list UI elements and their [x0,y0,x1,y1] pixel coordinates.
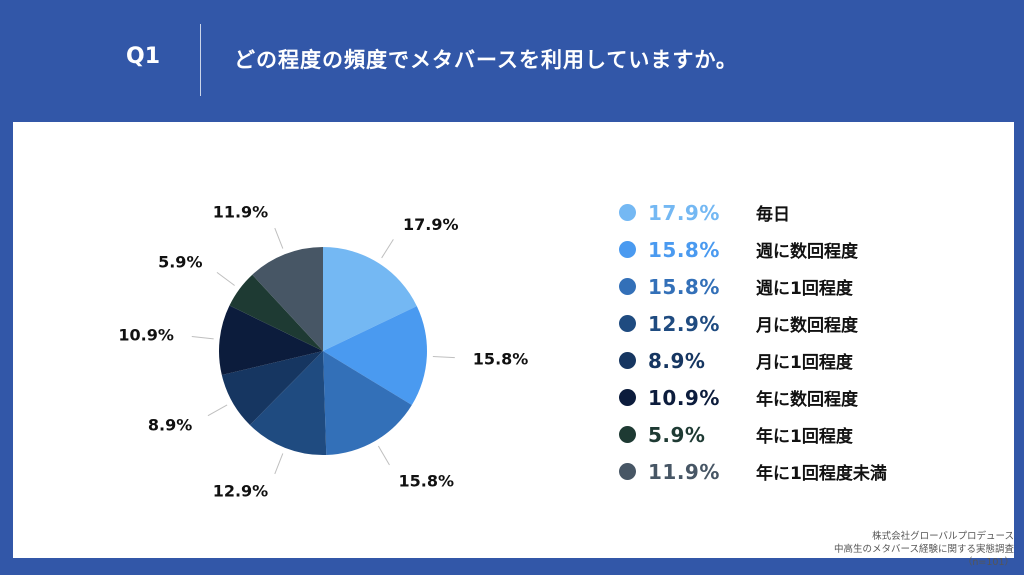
legend-swatch [619,352,636,369]
legend-label: 毎日 [756,205,790,225]
legend-label: 週に数回程度 [756,242,858,262]
legend-label: 年に数回程度 [756,390,858,410]
legend-swatch [619,426,636,443]
leader-line [377,445,390,466]
legend-percentage: 15.8% [648,237,720,262]
legend-item: 15.8% 週に数回程度 [619,231,979,268]
data-label: 5.9% [158,253,202,272]
data-label: 15.8% [399,472,455,491]
pie-chart: 17.9% 15.8% 15.8% 12.9% 8.9% 10.9% 5.9% 11.9% [118,202,529,501]
question-header: Q1 どの程度の頻度でメタバースを利用していますか。 [0,0,1024,122]
legend-label: 週に1回程度 [756,279,853,299]
chart-legend: 17.9% 毎日 15.8% 週に数回程度 15.8% 週に1回程度 12.9% 月に数回程度… [619,194,979,490]
pie-slice [249,351,327,456]
data-label: 15.8% [473,350,529,369]
legend-label: 月に1回程度 [756,353,853,373]
legend-item: 17.9% 毎日 [619,194,979,231]
data-label: 11.9% [213,202,269,221]
legend-swatch [619,463,636,480]
legend-label: 年に1回程度未満 [756,464,887,484]
legend-item: 8.9% 月に1回程度 [619,342,979,379]
legend-percentage: 17.9% [648,200,720,225]
data-label: 10.9% [118,326,174,345]
pie-slice [323,306,427,406]
legend-percentage: 12.9% [648,311,720,336]
sample-size: （n=101） [962,557,1014,568]
pie-slice [252,247,323,351]
data-label: 12.9% [213,482,269,501]
leader-line [274,453,284,475]
leader-line [381,239,394,259]
data-label: 17.9% [403,215,459,234]
legend-label: 年に1回程度 [756,427,853,447]
legend-label: 月に数回程度 [756,316,858,336]
leader-line [216,272,235,286]
legend-item: 15.8% 週に1回程度 [619,268,979,305]
legend-item: 12.9% 月に数回程度 [619,305,979,342]
pie-slice [323,351,412,455]
source-note: 株式会社グローバルプロデュース 中高生のメタバース経験に関する実態調査 （n=1… [834,530,1014,569]
source-company: 株式会社グローバルプロデュース [872,531,1014,542]
pie-slice [221,351,323,425]
chart-panel: 17.9% 15.8% 15.8% 12.9% 8.9% 10.9% 5.9% 11.9% 1… [13,122,1014,558]
source-survey: 中高生のメタバース経験に関する実態調査 [833,544,1014,555]
pie-slice [323,247,417,351]
leader-line [274,227,284,249]
legend-swatch [619,204,636,221]
leader-line [432,356,455,359]
legend-swatch [619,389,636,406]
legend-item: 5.9% 年に1回程度 [619,416,979,453]
question-text: どの程度の頻度でメタバースを利用していますか。 [234,48,738,72]
legend-item: 11.9% 年に1回程度未満 [619,453,979,490]
legend-swatch [619,315,636,332]
legend-percentage: 15.8% [648,274,720,299]
header-divider [200,24,201,96]
question-number: Q1 [126,44,161,69]
legend-percentage: 5.9% [648,422,706,447]
legend-percentage: 8.9% [648,348,706,373]
legend-swatch [619,241,636,258]
pie-slice [229,274,323,351]
legend-swatch [619,278,636,295]
legend-item: 10.9% 年に数回程度 [619,379,979,416]
legend-percentage: 10.9% [648,385,720,410]
data-label: 8.9% [148,416,192,435]
pie-slice [219,305,323,375]
leader-line [191,336,214,340]
leader-line [207,404,228,417]
legend-percentage: 11.9% [648,459,720,484]
